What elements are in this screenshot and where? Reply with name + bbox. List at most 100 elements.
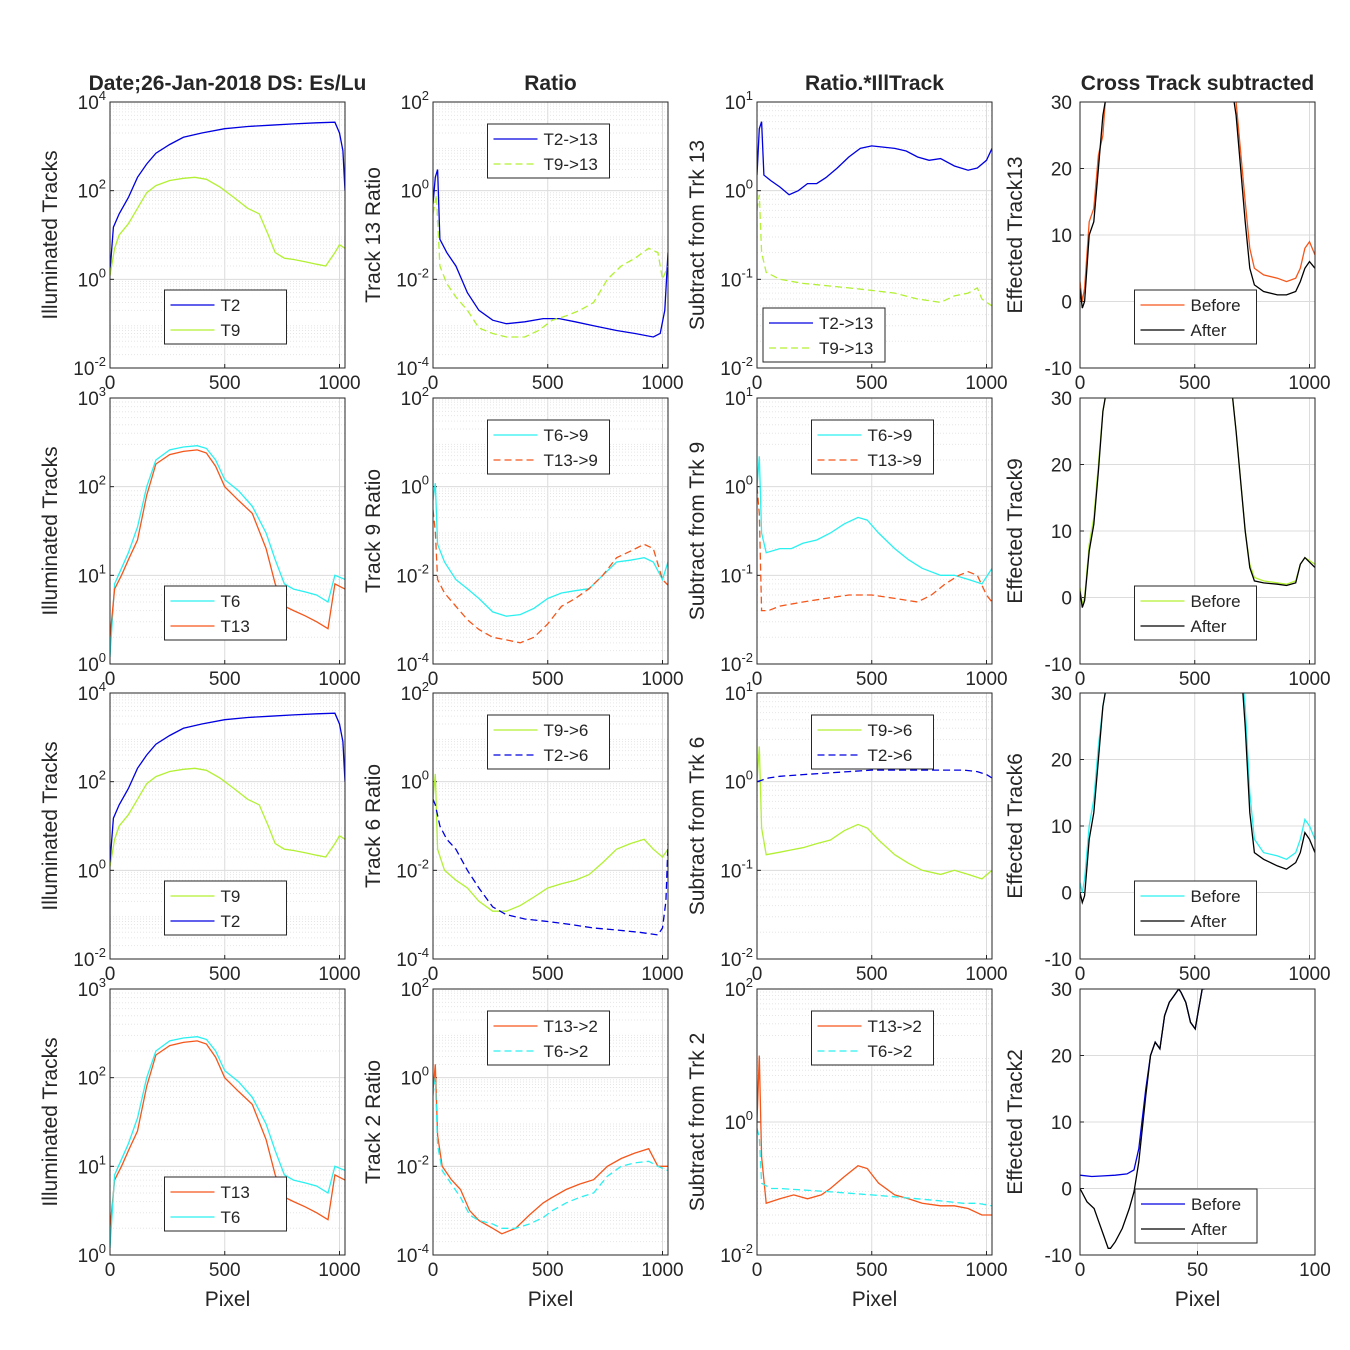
legend-box [164, 585, 287, 641]
legend-box [1134, 585, 1257, 641]
series-line-2 [110, 1036, 345, 1249]
legend: T9->6 T2->6 [811, 714, 934, 770]
legend-label: T6 [221, 1208, 241, 1227]
series-line-2 [1080, 102, 1315, 309]
series-line-1 [757, 1055, 992, 1216]
series-line-1 [757, 121, 992, 196]
y-tick-label: 10-2 [396, 856, 429, 882]
legend-label: After [1191, 321, 1227, 340]
subplot-3: 0 500 1000 10-2 10-1 100 101 Ratio.*IllTrack Sub… [686, 72, 1008, 394]
legend-label: Before [1191, 592, 1241, 611]
y-tick-label: 103 [78, 384, 106, 410]
series-line-1 [110, 121, 345, 272]
series-line-1 [757, 456, 992, 585]
y-axis-label: Effected Track2 [1004, 1049, 1027, 1195]
legend-box [1134, 880, 1257, 936]
y-tick-label: 30 [1051, 980, 1072, 1001]
x-tick-label: 1000 [318, 964, 360, 985]
legend-label: T9->13 [544, 155, 598, 174]
y-tick-label: 101 [78, 561, 106, 587]
series-line-2 [433, 509, 668, 644]
y-axis-label: Illuminated Tracks [39, 1037, 62, 1206]
x-axis-label: Pixel [205, 1288, 251, 1311]
series-line-1 [433, 169, 668, 338]
y-tick-label: 104 [78, 88, 106, 114]
axes-box [432, 397, 669, 665]
legend-box [487, 419, 610, 475]
y-tick-label: 30 [1051, 93, 1072, 114]
series-line-1 [110, 445, 345, 658]
legend-label: T9->6 [544, 721, 589, 740]
legend-label: After [1191, 617, 1227, 636]
series-line-2 [1080, 989, 1205, 1249]
y-tick-label: 0 [1061, 884, 1072, 905]
x-tick-label: 100 [1299, 1260, 1331, 1281]
subplot-14: 0 500 1000 10-4 10-2 100 102 Pixel Track 2 Ratio… [362, 975, 684, 1311]
legend-label: T2 [221, 296, 241, 315]
y-tick-label: 10-1 [720, 265, 753, 291]
x-tick-label: 0 [105, 1260, 116, 1281]
x-tick-label: 500 [856, 669, 888, 690]
axes-box [109, 397, 346, 665]
legend-label: T9->6 [868, 721, 913, 740]
legend-box [811, 714, 934, 770]
y-tick-label: 10-1 [720, 856, 753, 882]
x-tick-label: 500 [856, 373, 888, 394]
legend: T2->13 T9->13 [762, 307, 886, 363]
legend-label: T9 [221, 887, 241, 906]
y-tick-label: 100 [78, 856, 106, 882]
legend-label: T6->9 [868, 426, 913, 445]
x-tick-label: 500 [532, 669, 564, 690]
x-tick-label: 0 [428, 964, 439, 985]
x-tick-label: 0 [1075, 1260, 1086, 1281]
y-axis-label: Effected Track6 [1004, 753, 1027, 899]
subplot-13: 0 500 1000 100 101 102 103 Pixel Illuminated Tra… [39, 975, 361, 1311]
y-tick-label: 101 [78, 1152, 106, 1178]
legend-label: T2->6 [868, 746, 913, 765]
axes-box [756, 397, 993, 665]
x-tick-label: 1000 [641, 373, 683, 394]
y-axis-label: Effected Track9 [1004, 458, 1027, 604]
series-line-2 [110, 712, 345, 863]
legend-box [762, 307, 886, 363]
legend: T9->6 T2->6 [487, 714, 610, 770]
axes-box [432, 692, 669, 960]
subplot-10: 0 500 1000 10-4 10-2 100 102 Track 6 Ratio T9->6… [362, 679, 684, 985]
y-tick-label: 10-2 [396, 1152, 429, 1178]
y-tick-label: 0 [1061, 293, 1072, 314]
subplot-2: 0 500 1000 10-4 10-2 100 102 Ratio Track 13 Rati… [362, 72, 684, 394]
series-line-2 [1080, 693, 1315, 905]
series-line-2 [110, 176, 345, 276]
x-tick-label: 500 [1179, 964, 1211, 985]
series-line-1 [433, 773, 668, 912]
subplot-6: 0 500 1000 10-4 10-2 100 102 Track 9 Ratio T6->9… [362, 384, 684, 690]
legend-box [1134, 289, 1257, 345]
legend: Before After [1134, 289, 1257, 345]
series-line-2 [433, 1077, 668, 1229]
y-axis-label: Track 13 Ratio [362, 167, 385, 303]
legend-label: Before [1191, 887, 1241, 906]
x-tick-label: 0 [752, 964, 763, 985]
y-tick-label: 101 [725, 88, 753, 114]
y-tick-label: 103 [78, 975, 106, 1001]
y-tick-label: 10-2 [73, 945, 106, 971]
x-axis-label: Pixel [852, 1288, 898, 1311]
x-tick-label: 1000 [318, 669, 360, 690]
series-line-2 [433, 194, 668, 338]
x-tick-label: 1000 [965, 373, 1007, 394]
y-tick-label: 100 [401, 473, 429, 499]
legend-label: T6->9 [544, 426, 589, 445]
y-tick-label: 10 [1051, 1113, 1072, 1134]
series-line-1 [1080, 102, 1315, 302]
y-tick-label: 100 [401, 768, 429, 794]
y-tick-label: 101 [725, 384, 753, 410]
legend-label: T9->13 [819, 339, 873, 358]
legend-box [487, 714, 610, 770]
y-tick-label: 10-2 [720, 354, 753, 380]
x-tick-label: 0 [752, 669, 763, 690]
x-tick-label: 0 [428, 1260, 439, 1281]
legend-label: T9 [221, 321, 241, 340]
